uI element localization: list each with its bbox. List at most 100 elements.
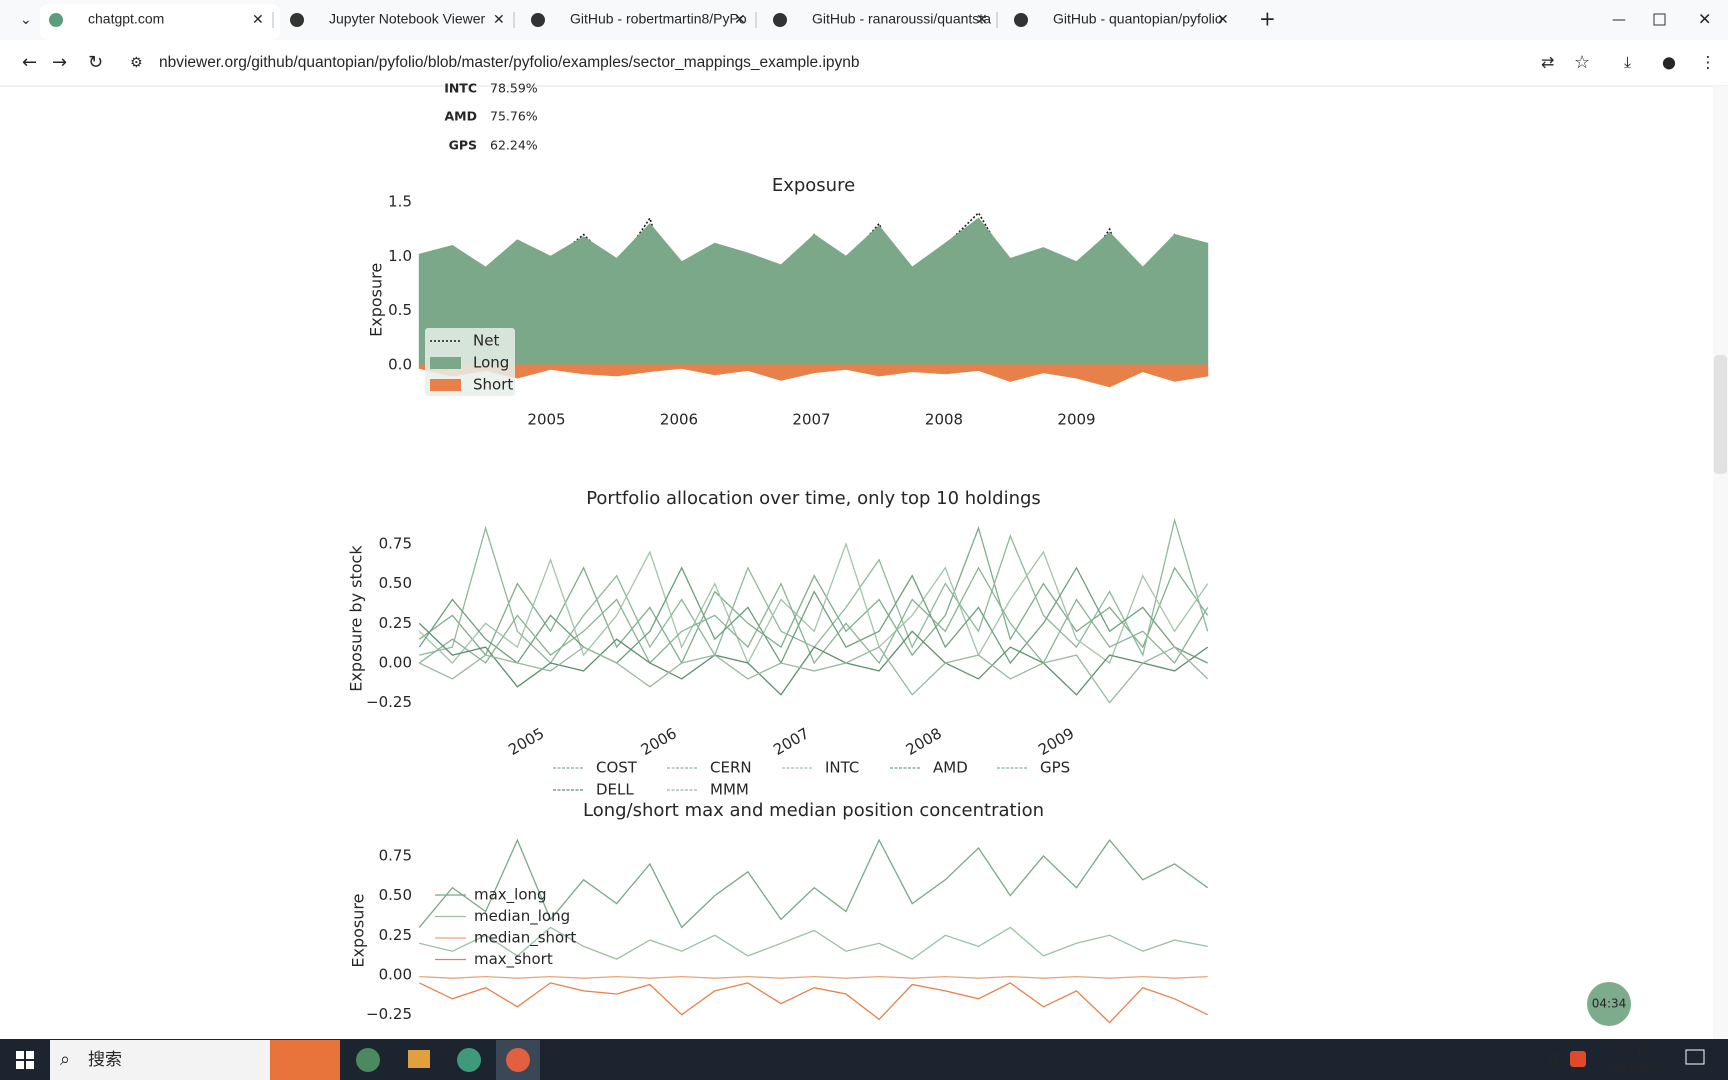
tab-title[interactable]: GitHub - robertmartin8/PyPo [570,11,747,27]
site-info[interactable]: ⚙ [130,55,143,71]
legend-label: max_long [474,886,547,905]
y-tick-label: 0.50 [379,886,412,904]
table-cell: 78.59% [490,81,538,96]
new-tab[interactable]: + [1259,7,1276,31]
line [419,926,1208,960]
tab-close[interactable]: ✕ [734,12,746,28]
table-cell: AMD [445,109,478,124]
legend-label: median_short [474,929,576,948]
tray-icon[interactable] [1570,1051,1586,1067]
tab-close[interactable]: ✕ [493,12,505,28]
tab-icon [49,13,63,27]
search-highlight [270,1040,340,1080]
download[interactable]: ⤓ [1624,53,1631,72]
x-tick-label: 2005 [505,724,547,759]
legend-label: DELL [596,781,634,799]
notification-count: 3 [1706,1065,1712,1076]
tab-icon [1014,13,1028,27]
tab-title[interactable]: GitHub - ranaroussi/quantsta [812,11,991,27]
tab-title[interactable]: GitHub - quantopian/pyfolio [1053,11,1223,27]
scrollbar [1713,86,1728,1039]
y-tick-label: 0.25 [379,614,412,632]
table-cell: 62.24% [490,138,538,153]
tab-title[interactable]: Jupyter Notebook Viewer [329,11,485,27]
x-tick-label: 2007 [770,724,812,759]
tab-menu[interactable]: ⌄ [20,12,32,28]
x-tick-label: 2009 [1035,724,1077,759]
tab-close[interactable]: ✕ [976,12,988,28]
tab-title[interactable]: chatgpt.com [88,11,164,27]
table-cell: GPS [449,138,477,153]
tab-icon [531,13,545,27]
app-icon [506,1048,530,1072]
app-icon[interactable] [408,1050,430,1068]
clock-time: 20:15 [1618,1041,1651,1056]
search-text: 搜索 [88,1050,122,1070]
timer-badge[interactable] [1587,982,1631,1026]
chart-title: Portfolio allocation over time, only top… [586,488,1041,509]
menu[interactable]: ⋮ [1700,53,1716,72]
line [419,982,1208,1024]
tab-close[interactable]: ✕ [252,12,264,28]
profile[interactable]: ● [1662,53,1676,72]
y-tick-label: 0.25 [379,926,412,944]
x-tick-label: 2009 [1057,411,1095,429]
legend-swatch [430,357,461,369]
url[interactable]: nbviewer.org/github/quantopian/pyfolio/b… [159,54,860,71]
translate[interactable]: ⇄ [1541,53,1554,72]
line [418,838,1209,929]
tab-bar [0,0,1728,40]
forward[interactable]: → [52,52,67,73]
x-tick-label: 2008 [925,411,963,429]
x-tick-label: 2005 [527,411,565,429]
y-tick-label: 0.00 [379,654,412,672]
search-icon: ⌕ [60,1049,70,1070]
start-button[interactable] [16,1051,34,1069]
close-window[interactable]: ✕ [1698,10,1711,29]
x-tick-label: 2006 [638,724,680,759]
legend-label: Short [473,376,513,394]
y-tick-label: 0.0 [388,356,412,374]
minimize[interactable]: — [1612,12,1626,28]
legend-label: max_short [474,950,553,969]
legend-label: Long [473,354,509,372]
notification-icon[interactable] [1685,1049,1705,1065]
back[interactable]: ← [22,52,37,73]
legend-label: CERN [710,759,752,777]
x-tick-label: 2008 [903,724,945,759]
tab-close[interactable]: ✕ [1217,12,1229,28]
tray-chevron[interactable]: ^ [1522,1052,1534,1068]
y-tick-label: 0.00 [379,966,412,984]
ime[interactable]: 英 [1548,1051,1563,1069]
y-axis-label: Exposure [367,263,386,337]
legend-label: AMD [933,759,968,777]
y-axis-label: Exposure by stock [347,545,366,692]
chart: Portfolio allocation over time, only top… [347,488,1209,799]
x-tick-label: 2006 [660,411,698,429]
app-icon[interactable] [457,1048,481,1072]
line [418,622,1209,696]
y-tick-label: 0.5 [388,301,412,319]
line [418,566,1209,665]
line [418,526,1209,665]
reload[interactable]: ↻ [88,52,103,73]
chart-title: Long/short max and median position conce… [583,800,1044,821]
line [419,646,1209,704]
start-icon [26,1061,34,1069]
legend-label: GPS [1040,759,1070,777]
y-tick-label: 1.5 [388,193,412,211]
scrollbar-thumb[interactable] [1714,355,1727,474]
address-bar [0,40,1728,86]
bookmark[interactable]: ☆ [1574,52,1590,73]
start-icon [16,1051,24,1059]
clock-date: 2024/6/27 [1605,1060,1663,1075]
chart-title: Exposure [772,175,855,196]
app-icon[interactable] [356,1048,380,1072]
y-tick-label: 1.0 [388,247,412,265]
timer: 04:34 [1592,997,1627,1011]
y-tick-label: 0.75 [379,846,412,864]
area [418,217,1209,366]
restore[interactable] [1653,13,1666,26]
